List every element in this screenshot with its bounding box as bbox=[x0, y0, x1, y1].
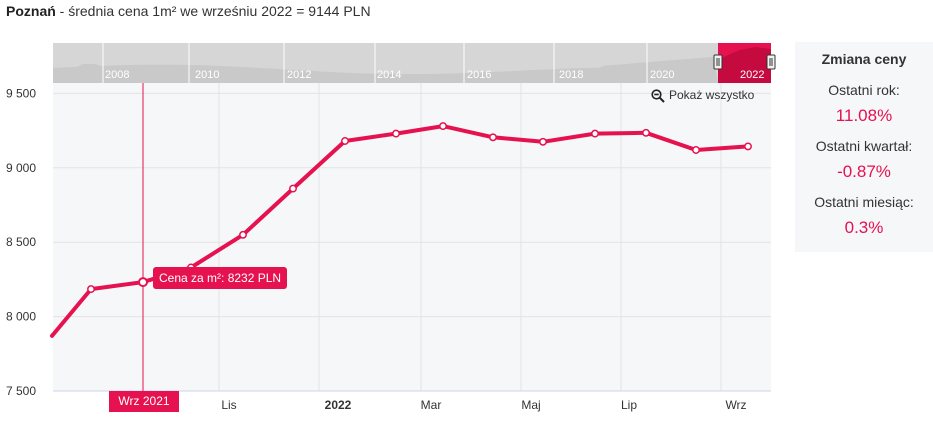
x-tick-label: Maj bbox=[521, 398, 540, 412]
data-point bbox=[239, 230, 247, 239]
last-quarter-value: -0.87% bbox=[837, 162, 891, 181]
last-year-label: Ostatni rok: bbox=[828, 82, 900, 98]
last-month-value: 0.3% bbox=[844, 218, 884, 237]
data-point bbox=[289, 184, 297, 193]
data-point bbox=[87, 285, 95, 294]
x-tick-label: 2022 bbox=[325, 398, 352, 412]
data-point bbox=[439, 122, 447, 131]
show-all-label: Pokaż wszystko bbox=[669, 88, 755, 102]
navigator-year-label: 2022 bbox=[740, 69, 764, 81]
y-axis: 7 500 8 000 8 500 9 000 9 500 bbox=[6, 86, 36, 398]
city-name: Poznań bbox=[6, 3, 56, 19]
x-tick-label: Lis bbox=[221, 398, 236, 412]
zoom-out-icon bbox=[651, 89, 665, 103]
navigator[interactable]: 200820102012201420162018202020222022 bbox=[53, 43, 776, 83]
data-point bbox=[744, 142, 752, 151]
grid-lines bbox=[53, 83, 771, 392]
chart-subtitle: - średnia cena 1m² we wrześniu 2022 = 91… bbox=[55, 3, 371, 19]
data-point bbox=[591, 129, 599, 138]
y-tick-label: 9 500 bbox=[6, 86, 36, 100]
navigator-year-label: 2018 bbox=[559, 69, 583, 81]
data-point bbox=[341, 137, 349, 145]
data-point bbox=[539, 137, 547, 146]
crosshair-x-label: Wrz 2021 bbox=[109, 391, 179, 412]
plot-area bbox=[53, 43, 771, 391]
navigator-selected-series bbox=[718, 47, 771, 83]
x-tick-label: Lip bbox=[621, 398, 637, 412]
data-point bbox=[392, 129, 400, 138]
show-all-button[interactable]: Pokaż wszystko bbox=[651, 88, 754, 103]
navigator-handle bbox=[713, 54, 723, 70]
navigator-year-label: 2010 bbox=[195, 69, 219, 81]
panel-title: Zmiana ceny bbox=[821, 51, 907, 67]
y-tick-label: 7 500 bbox=[6, 384, 36, 398]
navigator-year-label: 2014 bbox=[377, 69, 401, 81]
navigator-year-label: 2008 bbox=[105, 69, 129, 81]
series-line bbox=[50, 124, 750, 338]
last-month-label: Ostatni miesiąc: bbox=[814, 194, 914, 210]
navigator-year-label: 2012 bbox=[287, 69, 311, 81]
y-tick-label: 8 000 bbox=[6, 310, 36, 324]
price-change-panel: Zmiana ceny Ostatni rok: 11.08% Ostatni … bbox=[795, 42, 933, 252]
last-year-value: 11.08% bbox=[835, 106, 893, 125]
last-quarter-label: Ostatni kwartał: bbox=[815, 138, 913, 154]
navigator-year-label: 2016 bbox=[467, 69, 491, 81]
data-point bbox=[138, 277, 148, 288]
navigator-year-label: 2020 bbox=[650, 69, 674, 81]
data-point bbox=[692, 146, 700, 154]
data-tooltip: Cena za m²: 8232 PLN bbox=[153, 267, 288, 289]
data-point bbox=[642, 128, 650, 137]
navigator-handle bbox=[766, 54, 776, 70]
navigator-series bbox=[53, 57, 718, 83]
chart-title: Poznań - średnia cena 1m² we wrześniu 20… bbox=[6, 3, 371, 19]
data-point bbox=[489, 133, 497, 142]
y-tick-label: 9 000 bbox=[6, 161, 36, 175]
y-tick-label: 8 500 bbox=[6, 235, 36, 249]
x-tick-label: Wrz bbox=[725, 398, 746, 412]
x-tick-label: Mar bbox=[421, 398, 442, 412]
